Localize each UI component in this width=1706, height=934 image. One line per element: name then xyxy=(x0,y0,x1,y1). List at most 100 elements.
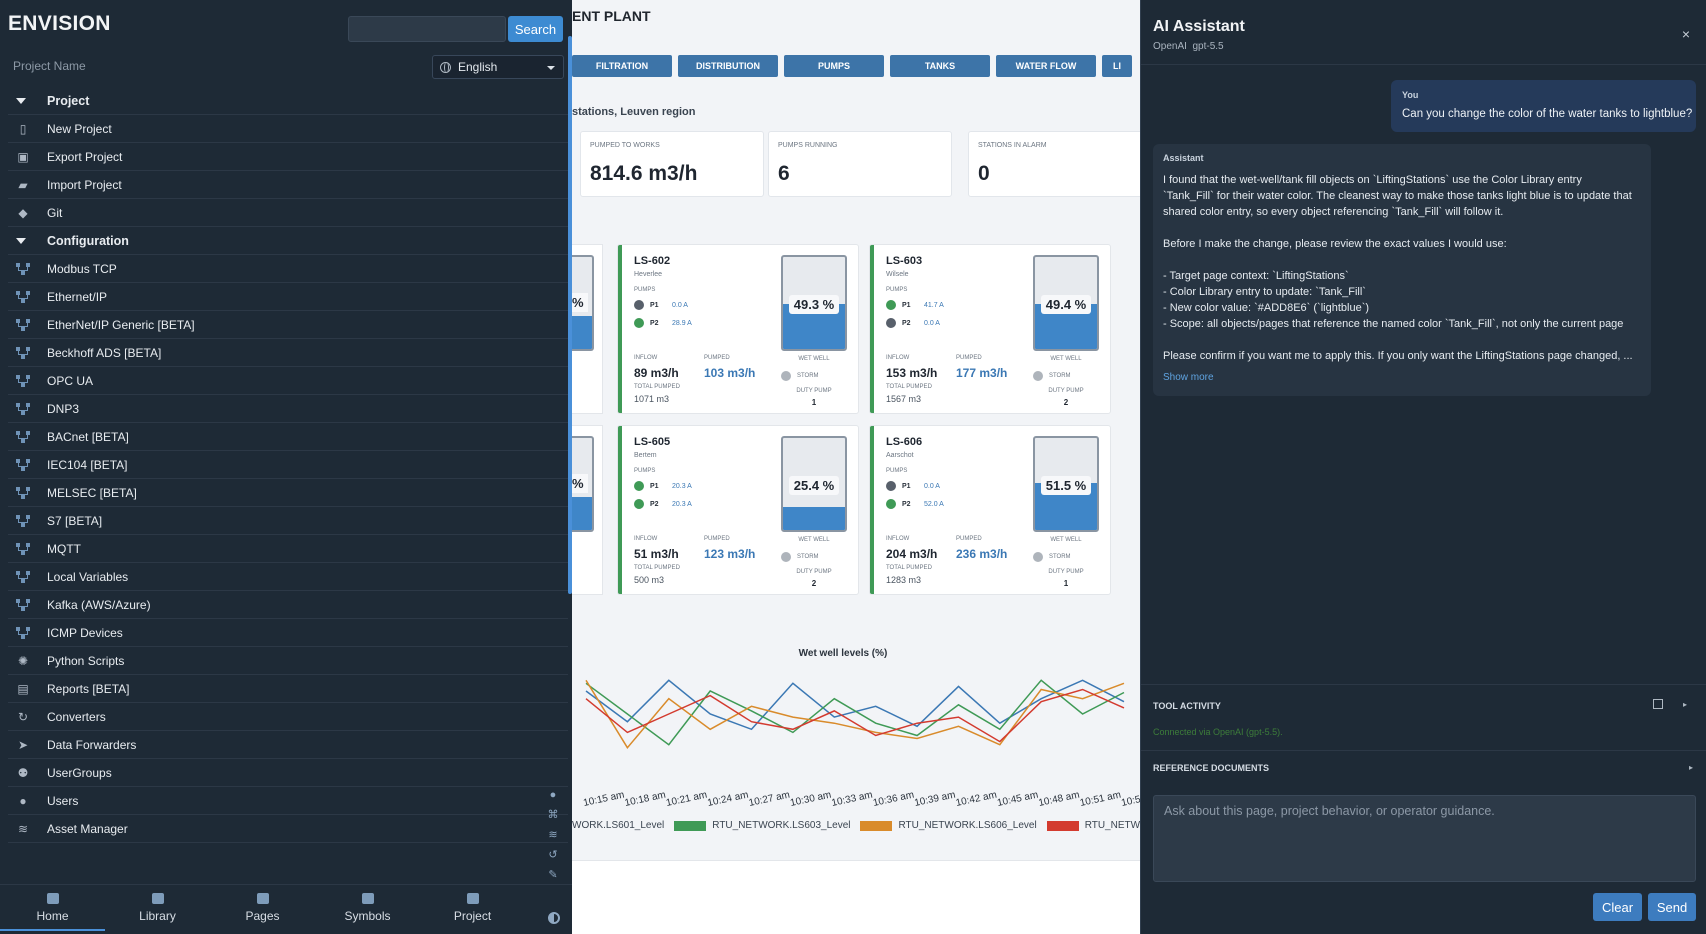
sidebar-item-dnp3[interactable]: DNP3 xyxy=(8,395,568,423)
pumps-label: PUMPS xyxy=(886,468,908,474)
sidebar-item-icmp-devices[interactable]: ICMP Devices xyxy=(8,619,568,647)
layers-icon[interactable]: ≋ xyxy=(548,829,558,841)
tab-water-flow[interactable]: WATER FLOW xyxy=(996,55,1096,77)
sidebar-item-label: Kafka (AWS/Azure) xyxy=(47,597,151,612)
message-author: You xyxy=(1402,90,1419,100)
language-select[interactable]: English xyxy=(432,55,564,79)
pumped-value: 236 m3/h xyxy=(956,547,1008,561)
tab-filtration[interactable]: FILTRATION xyxy=(572,55,672,77)
inflow-label: INFLOW xyxy=(886,355,910,361)
sidebar-item-python-scripts[interactable]: ✺ Python Scripts xyxy=(8,647,568,675)
inflow-value: 89 m3/h xyxy=(634,366,679,380)
hierarchy-icon[interactable]: ⌘ xyxy=(547,809,559,821)
sidebar-item-usergroups[interactable]: ⚉ UserGroups xyxy=(8,759,568,787)
message-line: - Scope: all objects/pages that referenc… xyxy=(1163,318,1624,330)
sidebar-item-kafka-aws-azure[interactable]: Kafka (AWS/Azure) xyxy=(8,591,568,619)
sidebar-item-label: Git xyxy=(47,205,63,220)
nav-project[interactable]: Project xyxy=(420,885,525,934)
ask-input[interactable] xyxy=(1153,795,1696,882)
folder-icon xyxy=(466,893,479,904)
search-button[interactable]: Search xyxy=(508,16,563,42)
paragraph-gap xyxy=(1163,332,1641,348)
sidebar-item-users[interactable]: ● Users xyxy=(8,787,568,815)
legend-label: RTU_NETWORK.LS603_Level xyxy=(712,820,851,831)
sidebar-item-mqtt[interactable]: MQTT xyxy=(8,535,568,563)
legend-swatch xyxy=(1046,820,1079,831)
nav-pages[interactable]: Pages xyxy=(210,885,315,934)
sidebar-item-asset-manager[interactable]: ≋ Asset Manager xyxy=(8,815,568,843)
sidebar-item-modbus-tcp[interactable]: Modbus TCP xyxy=(8,255,568,283)
x-tick-label: 10:42 am xyxy=(955,790,998,809)
sidebar-item-melsec-beta[interactable]: MELSEC [BETA] xyxy=(8,479,568,507)
message-author: Assistant xyxy=(1163,153,1204,163)
duty-pump-label: DUTY PUMP xyxy=(796,388,832,394)
tab-distribution[interactable]: DISTRIBUTION xyxy=(678,55,778,77)
dashboard-tabs: FILTRATION DISTRIBUTION PUMPS TANKS WATER FL… xyxy=(572,55,1138,77)
nav-symbols[interactable]: Symbols xyxy=(315,885,420,934)
show-more-link[interactable]: Show more xyxy=(1163,372,1214,383)
sidebar-item-opc-ua[interactable]: OPC UA xyxy=(8,367,568,395)
sidebar-item-configuration[interactable]: Configuration xyxy=(8,227,568,255)
chevron-right-icon[interactable]: ▸ xyxy=(1688,763,1693,772)
duty-pump-value: 2 xyxy=(1063,398,1069,407)
sidebar-item-data-forwarders[interactable]: ➤ Data Forwarders xyxy=(8,731,568,759)
sidebar-item-reports-beta[interactable]: ▤ Reports [BETA] xyxy=(8,675,568,703)
theme-toggle-icon[interactable] xyxy=(548,912,560,924)
kpi-card-pumps-running: PUMPS RUNNING 6 xyxy=(768,131,952,197)
nav-home[interactable]: Home xyxy=(0,885,105,931)
total-pumped-value: 500 m3 xyxy=(634,575,665,585)
sidebar-item-s7-beta[interactable]: S7 [BETA] xyxy=(8,507,568,535)
sidebar-item-ethernet-ip-generic-beta[interactable]: EtherNet/IP Generic [BETA] xyxy=(8,311,568,339)
search-input[interactable] xyxy=(348,16,506,42)
send-button[interactable]: Send xyxy=(1648,893,1696,921)
sidebar-item-label: Export Project xyxy=(47,149,123,164)
x-tick-label: 10:51 am xyxy=(1079,790,1122,809)
station-card-ls-602[interactable]: LS-602 Heverlee PUMPS P1 0.0 A P2 28.9 A… xyxy=(618,245,858,413)
sidebar-item-export-project[interactable]: ▣ Export Project xyxy=(8,143,568,171)
network-icon xyxy=(16,430,30,443)
clear-button[interactable]: Clear xyxy=(1593,893,1642,921)
palette-icon[interactable]: ● xyxy=(549,789,557,801)
sidebar-item-converters[interactable]: ↻ Converters xyxy=(8,703,568,731)
project-name-field[interactable]: Project Name xyxy=(13,59,86,73)
tab-tanks[interactable]: TANKS xyxy=(890,55,990,77)
station-card-partial[interactable]: % xyxy=(572,426,602,594)
nav-label: Library xyxy=(139,909,176,923)
station-card-ls-605[interactable]: LS-605 Bertem PUMPS P1 20.3 A P2 20.3 A … xyxy=(618,426,858,594)
sidebar-item-import-project[interactable]: ▰ Import Project xyxy=(8,171,568,199)
pumped-label: PUMPED xyxy=(704,536,730,542)
pump-row: P1 41.7 A xyxy=(886,300,944,310)
brush-icon[interactable]: ✎ xyxy=(548,869,558,881)
git-icon: ◆ xyxy=(18,205,28,220)
reference-documents-section[interactable]: REFERENCE DOCUMENTS ▸ xyxy=(1141,750,1706,780)
total-pumped-value: 1567 m3 xyxy=(886,394,922,404)
bottom-nav: Home Library Pages Symbols Project xyxy=(0,884,572,934)
sidebar-item-new-project[interactable]: ▯ New Project xyxy=(8,115,568,143)
pump-status-icon xyxy=(886,499,896,509)
station-card-ls-606[interactable]: LS-606 Aarschot PUMPS P1 0.0 A P2 52.0 A… xyxy=(870,426,1110,594)
sidebar-item-ethernet-ip[interactable]: Ethernet/IP xyxy=(8,283,568,311)
sidebar-item-git[interactable]: ◆ Git xyxy=(8,199,568,227)
python-icon: ✺ xyxy=(17,653,29,668)
station-card-ls-603[interactable]: LS-603 Wilsele PUMPS P1 41.7 A P2 0.0 A … xyxy=(870,245,1110,413)
side-toolbar: ● ⌘ ≋ ↺ ✎ xyxy=(546,788,564,888)
sidebar-item-bacnet-beta[interactable]: BACnet [BETA] xyxy=(8,423,568,451)
sidebar-item-iec104-beta[interactable]: IEC104 [BETA] xyxy=(8,451,568,479)
chevron-right-icon[interactable]: ▸ xyxy=(1682,700,1687,709)
tab-li[interactable]: LI xyxy=(1102,55,1132,77)
sidebar-item-project[interactable]: Project xyxy=(8,87,568,115)
sidebar-item-local-variables[interactable]: Local Variables xyxy=(8,563,568,591)
station-card-partial[interactable]: % xyxy=(572,245,602,413)
sidebar-item-label: Ethernet/IP xyxy=(47,289,108,304)
external-link-icon[interactable] xyxy=(1653,699,1663,709)
history-icon[interactable]: ↺ xyxy=(548,849,558,861)
nav-library[interactable]: Library xyxy=(105,885,210,934)
station-location: Bertem xyxy=(634,452,657,459)
pump-current: 28.9 A xyxy=(672,319,692,327)
tank-fill xyxy=(572,315,592,349)
tab-pumps[interactable]: PUMPS xyxy=(784,55,884,77)
pump-row: P1 0.0 A xyxy=(886,481,940,491)
close-icon[interactable]: × xyxy=(1681,26,1690,42)
sidebar-scrollbar[interactable] xyxy=(568,36,572,594)
sidebar-item-beckhoff-ads-beta[interactable]: Beckhoff ADS [BETA] xyxy=(8,339,568,367)
